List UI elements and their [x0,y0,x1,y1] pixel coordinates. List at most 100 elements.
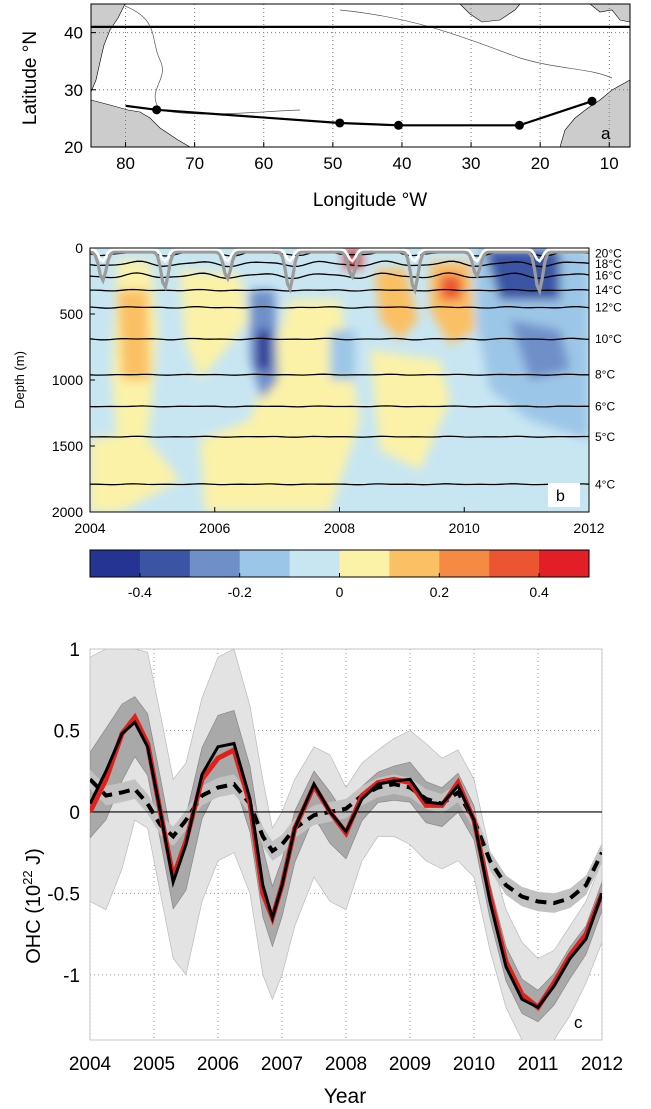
colorbar-swatch [439,550,490,577]
y-tick-label: 1000 [52,372,83,388]
y-tick-label: -1 [63,966,80,987]
x-tick-label: 2011 [518,1054,559,1075]
anomaly-field [90,248,589,512]
x-tick-label: 2009 [389,1054,431,1075]
panel-c-xlabel: Year [324,1085,366,1108]
colorbar-swatch [539,550,590,577]
station-marker [514,120,524,130]
section-line-south [125,100,593,127]
x-tick-label: 70 [185,154,204,173]
isotherm-label: 10°C [595,332,622,346]
colorbar-tick-label: 0.2 [430,584,450,600]
isotherm-line [90,305,589,309]
isotherm-label: 5°C [595,430,615,444]
ylabel-main: OHC (10 [23,885,45,964]
x-tick-label: 2012 [573,520,604,536]
x-tick-label: 2008 [324,520,355,536]
isotherm-line [90,288,589,292]
isotherm-label: 18°C [595,257,622,271]
isotherm-labels: 20°C18°C16°C14°C 12°C 10°C 8°C 6°C 5°C 4°C [595,246,622,491]
anomaly-patch [90,430,180,512]
station-marker [152,105,162,115]
shallow-mixed-layer-line [90,248,589,263]
isotherm-line [90,373,589,376]
section-lines [91,25,630,130]
x-tick-label: 2005 [133,1054,175,1075]
y-tick-label: -0.5 [47,884,80,905]
anomaly-patch [375,268,418,340]
isotherm-label: 16°C [595,269,622,283]
ohc-axis-ticks: 2004 2005 2006 2007 2008 2009 2010 2011 2012 1 0.5… [47,640,623,1075]
colorbar-swatch [389,550,440,577]
x-tick-label: 2010 [449,520,480,536]
colorbar: -0.4 -0.2 0 0.2 0.4 [89,549,590,600]
colorbar-tick-label: -0.4 [128,584,152,600]
x-tick-label: 2004 [69,1054,112,1075]
station-marker [394,120,404,130]
x-tick-label: 30 [462,154,481,173]
colorbar-swatch [489,550,540,577]
y-tick-label: 1 [69,640,80,661]
y-tick-label: 0 [69,803,80,824]
station-marker [587,96,597,106]
ylabel-sup: 22 [20,870,35,884]
map-frame [90,3,631,148]
colorbar-tick-label: 0 [336,584,344,600]
panel-a-xlabel: Longitude °W [313,190,427,211]
y-tick-label: 500 [60,306,84,322]
deep-mixed-layer-line [90,250,589,297]
y-tick-label: 40 [64,24,83,43]
isotherm-label: 14°C [595,283,622,297]
x-tick-label: 2010 [453,1054,495,1075]
colorbar-swatch [90,550,141,577]
black-series-line [90,719,602,1010]
anomaly-patch [510,320,570,380]
panel-c-ylabel: OHC (1022 J) [20,848,45,964]
panel-a-label: a [601,124,611,143]
y-tick-label: 20 [64,138,83,157]
station-marker [335,118,345,128]
x-tick-label: 2006 [199,520,230,536]
dashed-series-band [90,769,602,913]
x-tick-label: 10 [600,154,619,173]
x-tick-label: 80 [116,154,135,173]
x-tick-label: 40 [393,154,412,173]
y-tick-label: 1500 [52,438,83,454]
panel-a: 80 70 60 50 40 30 20 10 40 30 20 a Longitude °W La… [20,3,631,211]
panel-b-label-box [548,483,580,507]
map-ocean [91,4,630,147]
anomaly-patch [370,350,450,470]
panel-a-ylabel: Latitude °N [20,31,41,125]
isotherm-line [90,337,589,341]
colorbar-swatch [189,550,241,577]
x-tick-label: 2007 [261,1054,303,1075]
panel-c: 2004 2005 2006 2007 2008 2009 2010 2011 2012 1 0.5… [20,640,623,1108]
x-tick-label: 20 [531,154,550,173]
colorbar-swatch [339,550,390,577]
colorbar-tick-label: 0.4 [529,584,549,600]
panel-c-label: c [574,1013,583,1032]
colorbar-tick-label: -0.2 [228,584,252,600]
isotherm-line [90,483,589,486]
isotherm-line [90,405,589,408]
ylabel-end: J) [23,848,45,870]
isotherm-label: 20°C [595,246,622,260]
anomaly-patch [118,290,150,380]
bathymetry-contour [124,5,613,115]
map-axis-ticks: 80 70 60 50 40 30 20 10 40 30 20 [64,24,619,173]
mixed-layer-lines [90,248,589,297]
y-tick-label: 30 [64,81,83,100]
anomaly-patch [440,275,462,300]
y-tick-label: 2000 [52,504,83,520]
x-tick-label: 2008 [325,1054,367,1075]
anomaly-patch [180,270,248,380]
panel-b-label: b [556,488,565,505]
y-tick-label: 0.5 [54,721,80,742]
x-tick-label: 50 [323,154,342,173]
x-tick-label: 2004 [74,520,105,536]
isotherm-line [90,435,589,438]
colorbar-swatch [139,550,191,577]
